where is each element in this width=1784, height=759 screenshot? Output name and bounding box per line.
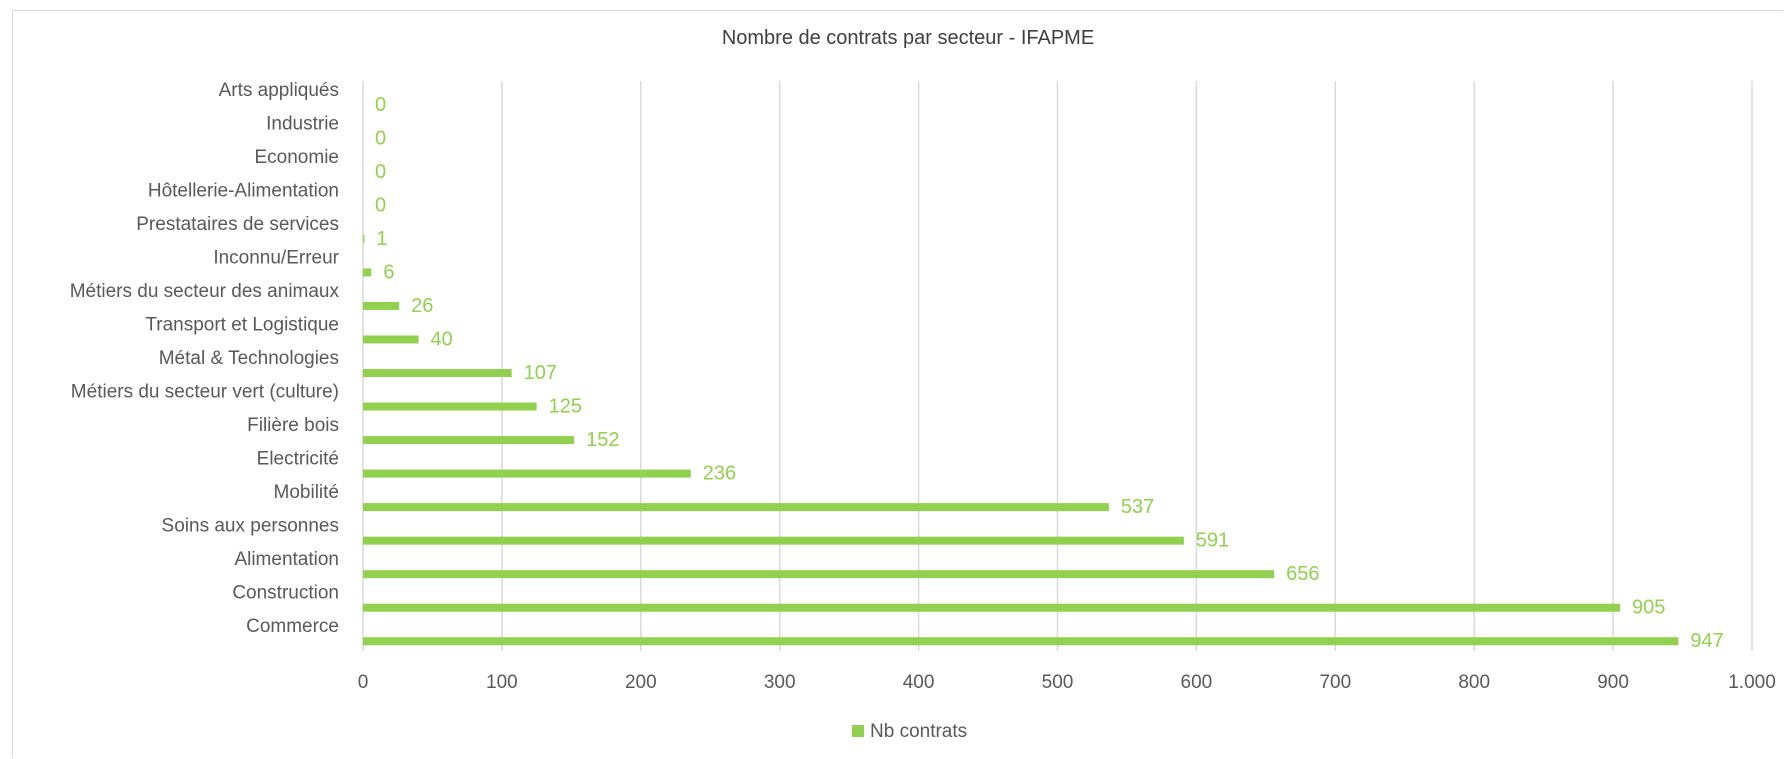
category-label: Hôtellerie-Alimentation [148,180,339,201]
chart-frame: Nombre de contrats par secteur - IFAPME … [12,10,1783,758]
x-tick-label: 100 [486,672,518,693]
data-label: 0 [375,127,386,149]
category-label: Mobilité [274,482,339,503]
bar [363,436,575,445]
x-tick-label: 600 [1181,672,1213,693]
bar [363,637,1679,646]
bar [363,402,537,411]
bar [363,570,1275,579]
category-label: Inconnu/Erreur [213,247,339,268]
bar-chart: Nombre de contrats par secteur - IFAPME … [70,27,1776,742]
category-label: Soins aux personnes [162,516,339,537]
category-label: Transport et Logistique [145,314,339,335]
x-tick-label: 500 [1042,672,1074,693]
category-label: Industrie [266,113,339,134]
data-label: 537 [1121,496,1154,518]
data-label: 0 [375,194,386,216]
category-label: Construction [232,583,339,604]
data-label: 0 [375,94,386,116]
bar [363,369,512,377]
category-label: Filière bois [247,415,339,436]
category-label: Electricité [257,449,339,470]
data-label: 905 [1632,597,1665,619]
data-label: 40 [431,328,453,350]
x-tick-label: 900 [1597,672,1629,693]
data-label: 26 [411,295,433,317]
x-tick-label: 200 [625,672,657,693]
data-label: 236 [703,463,736,485]
category-label: Métal & Technologies [159,348,339,369]
gridlines [362,81,1753,651]
category-label: Commerce [246,616,339,637]
data-label: 107 [524,362,557,384]
category-label: Economie [255,147,340,168]
category-label: Prestataires de services [136,214,339,235]
x-tick-label: 0 [358,672,369,693]
category-label: Métiers du secteur des animaux [70,281,340,302]
x-tick-label: 300 [764,672,796,693]
category-label: Arts appliqués [219,80,339,101]
legend-label: Nb contrats [870,721,967,742]
bar [363,268,372,277]
x-tick-label: 700 [1319,672,1351,693]
data-label: 0 [375,161,386,183]
bar [363,335,419,344]
category-label: Alimentation [234,549,339,570]
x-tick-label: 1.000 [1728,672,1776,693]
data-label: 6 [383,261,394,283]
chart-title: Nombre de contrats par secteur - IFAPME [722,27,1094,49]
bar [363,301,400,310]
bar [363,603,1621,612]
bar [363,536,1184,545]
legend: Nb contrats [852,721,967,742]
data-label: 591 [1196,530,1229,552]
data-label: 152 [586,429,619,451]
data-label: 947 [1690,630,1723,652]
x-tick-label: 400 [903,672,935,693]
x-tick-label: 800 [1458,672,1490,693]
data-label: 125 [549,396,582,418]
bars [363,234,1679,646]
legend-swatch [852,725,864,737]
data-label: 656 [1286,563,1319,585]
bar [363,469,691,478]
x-axis-ticks: 0 100 200 300 400 500 600 700 800 900 1.000 [358,672,1776,693]
category-label: Métiers du secteur vert (culture) [71,382,339,403]
category-labels: Commerce Construction Alimentation Soins au… [70,80,340,637]
data-label: 1 [376,228,387,250]
bar [363,234,365,243]
bar [363,503,1109,512]
